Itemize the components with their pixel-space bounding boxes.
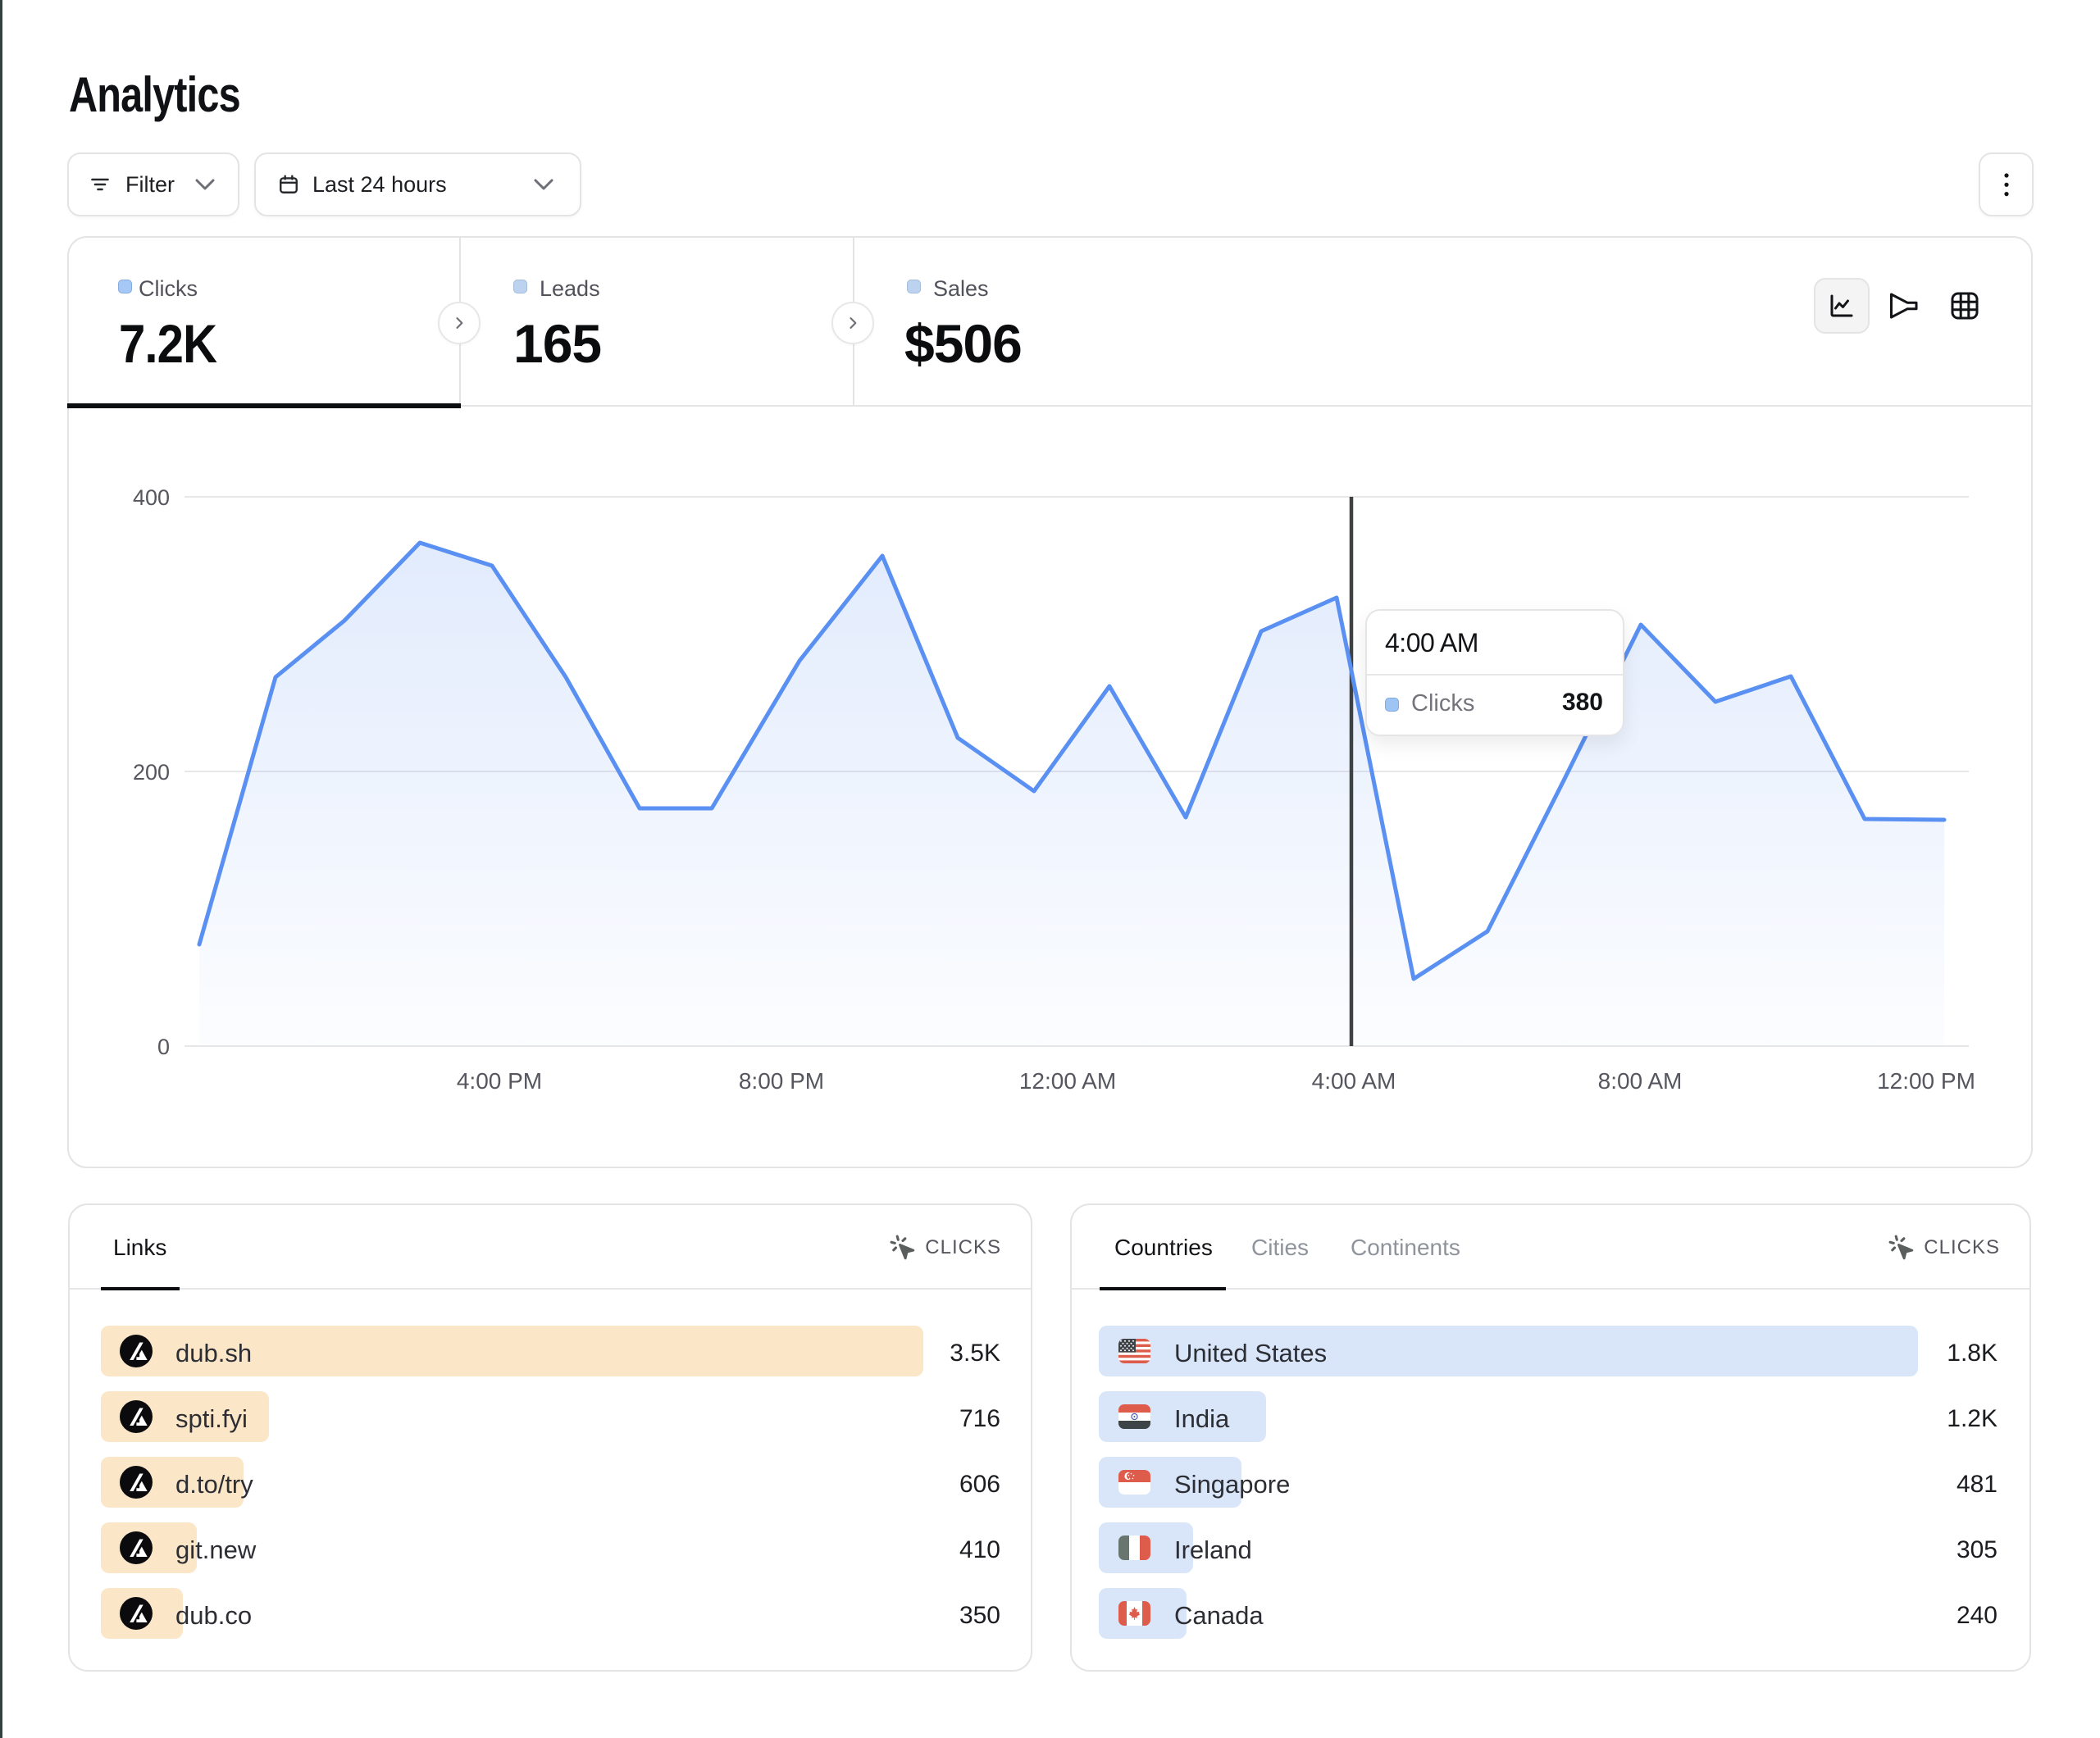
- svg-text:200: 200: [133, 760, 170, 785]
- svg-text:4:00 AM: 4:00 AM: [1312, 1068, 1396, 1094]
- svg-text:4:00 PM: 4:00 PM: [457, 1068, 542, 1094]
- svg-text:12:00 PM: 12:00 PM: [1877, 1068, 1975, 1094]
- svg-text:400: 400: [133, 485, 170, 510]
- svg-text:12:00 AM: 12:00 AM: [1019, 1068, 1116, 1094]
- svg-text:8:00 AM: 8:00 AM: [1598, 1068, 1683, 1094]
- svg-text:0: 0: [157, 1035, 170, 1059]
- svg-text:8:00 PM: 8:00 PM: [739, 1068, 824, 1094]
